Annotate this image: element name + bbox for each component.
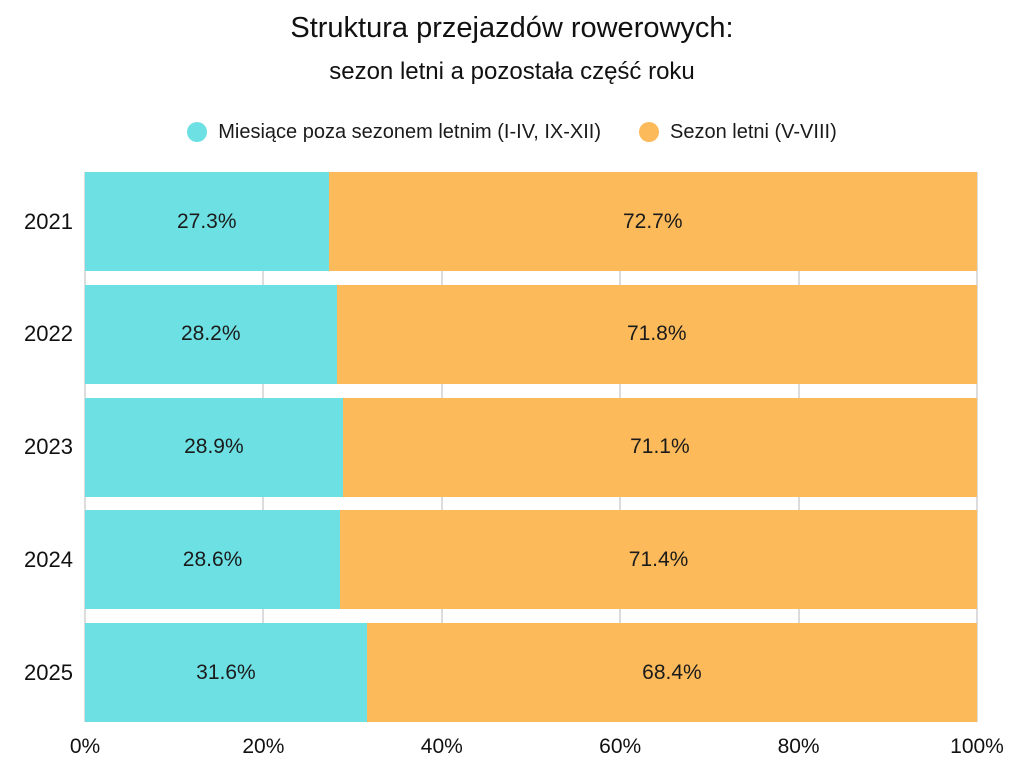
x-tick-label: 60% — [599, 735, 642, 758]
bar-segment-poza-sezonem[interactable]: 28.2% — [85, 284, 337, 384]
bar-row-2023: 2023 28.9% 71.1% — [24, 397, 977, 497]
bar-segment-poza-sezonem[interactable]: 31.6% — [85, 623, 367, 722]
x-tick-label: 20% — [242, 735, 285, 758]
year-label: 2024 — [24, 546, 73, 572]
chart-subtitle: sezon letni a pozostała część roku — [329, 58, 695, 85]
bar-segment-sezon-letni[interactable]: 71.1% — [342, 397, 977, 497]
x-tick-label: 0% — [69, 735, 101, 758]
bar-value-label: 28.2% — [180, 322, 241, 346]
year-label: 2021 — [24, 208, 73, 234]
year-label: 2023 — [24, 434, 73, 459]
legend-item-sezon-letni[interactable]: Sezon letni (V-VIII) — [638, 120, 837, 144]
legend-dot-icon — [187, 122, 208, 142]
bar-value-label: 68.4% — [642, 660, 702, 684]
legend-dot-icon — [638, 122, 659, 142]
x-tick-label: 100% — [950, 735, 1004, 758]
bar-segment-sezon-letni[interactable]: 72.7% — [328, 172, 977, 271]
bar-segment-sezon-letni[interactable]: 71.4% — [340, 510, 977, 610]
bar-value-label: 28.9% — [184, 435, 244, 458]
x-tick-label: 40% — [420, 735, 463, 758]
bar-value-label: 71.8% — [626, 322, 687, 346]
bar-rows: 2021 27.3% 72.7% 2022 28.2% 71.8% 2023 28.9% 71.… — [24, 172, 977, 722]
bar-value-label: 31.6% — [196, 660, 256, 684]
year-label: 2025 — [24, 659, 73, 685]
x-axis: 0% 20% 40% 60% 80% 100% — [70, 722, 1004, 762]
bar-segment-poza-sezonem[interactable]: 28.9% — [85, 397, 343, 497]
x-tick-label: 80% — [777, 735, 820, 758]
gridline — [976, 172, 978, 722]
legend-label: Sezon letni (V-VIII) — [669, 120, 837, 143]
chart-title: Struktura przejazdów rowerowych: — [290, 12, 734, 44]
bar-segment-poza-sezonem[interactable]: 27.3% — [85, 172, 329, 271]
bar-segment-sezon-letni[interactable]: 71.8% — [336, 284, 977, 384]
bar-segment-poza-sezonem[interactable]: 28.6% — [85, 510, 341, 610]
bar-row-2024: 2024 28.6% 71.4% — [24, 510, 977, 610]
bar-row-2025: 2025 31.6% 68.4% — [24, 623, 977, 722]
bar-value-label: 72.7% — [622, 209, 683, 233]
bar-segment-sezon-letni[interactable]: 68.4% — [366, 623, 977, 722]
year-label: 2022 — [24, 321, 73, 347]
bar-value-label: 71.4% — [628, 547, 689, 571]
bar-row-2021: 2021 27.3% 72.7% — [24, 172, 977, 271]
legend-item-poza-sezonem[interactable]: Miesiące poza sezonem letnim (I-IV, IX-X… — [187, 121, 601, 144]
legend: Miesiące poza sezonem letnim (I-IV, IX-X… — [0, 119, 1024, 145]
legend-label: Miesiące poza sezonem letnim (I-IV, IX-X… — [218, 120, 601, 143]
bar-value-label: 71.1% — [630, 435, 690, 458]
plot-area: 2021 27.3% 72.7% 2022 28.2% 71.8% 2023 28.9% 71.… — [24, 172, 1004, 758]
bar-value-label: 28.6% — [182, 547, 243, 571]
bar-value-label: 27.3% — [176, 209, 237, 233]
bar-row-2022: 2022 28.2% 71.8% — [24, 284, 977, 384]
